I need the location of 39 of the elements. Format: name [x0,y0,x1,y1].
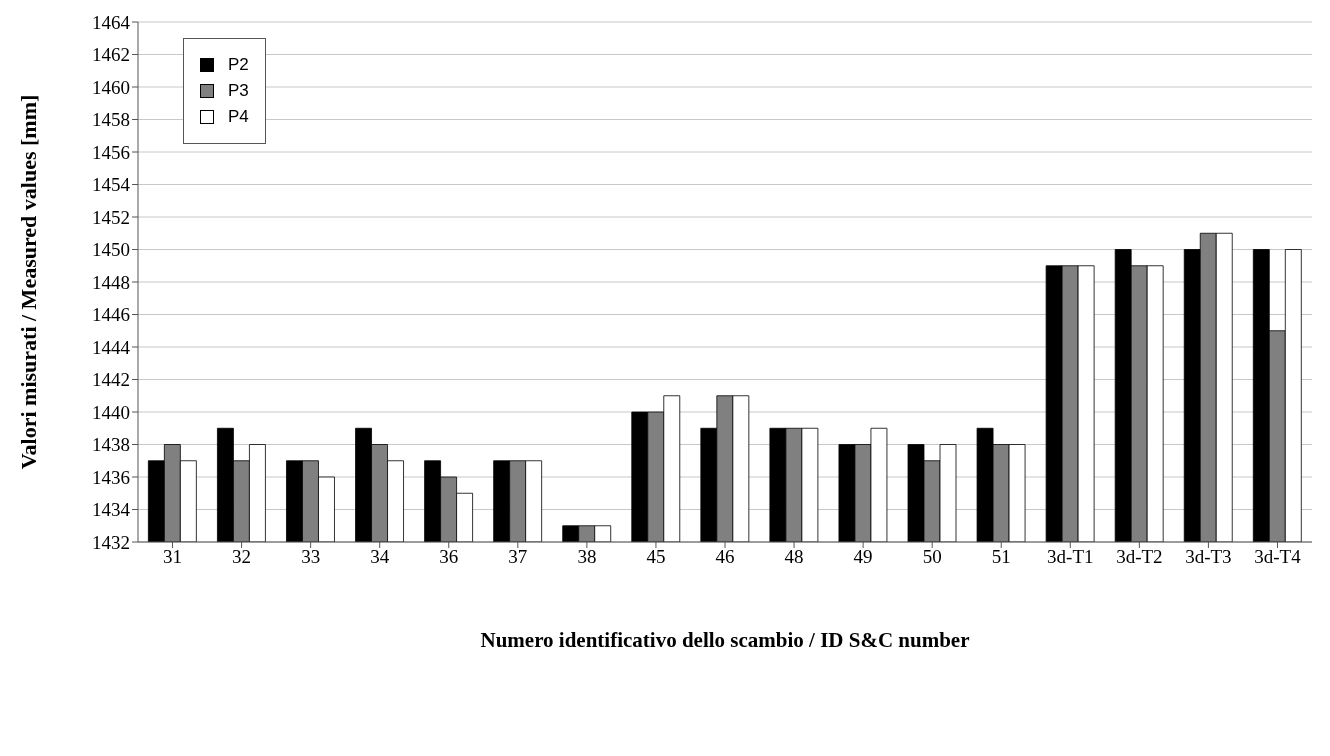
x-tick-label: 3d-T4 [1254,546,1302,568]
x-tick-label: 33 [301,546,321,568]
y-tick-label: 1454 [92,174,131,196]
y-tick-label: 1462 [92,44,130,66]
x-tick-label: 46 [715,546,735,568]
x-tick-label: 48 [784,546,804,568]
x-tick-label: 34 [370,546,390,568]
x-tick-label: 50 [922,546,942,568]
x-tick-label: 45 [646,546,666,568]
y-tick-label: 1444 [92,336,131,358]
x-tick-label: 49 [853,546,873,568]
x-tick-label: 3d-T3 [1185,546,1232,568]
x-axis-title: Numero identificativo dello scambio / ID S&C number [480,627,970,652]
y-tick-label: 1446 [92,304,130,326]
x-tick-label: 3d-T1 [1047,546,1094,568]
x-tick-label: 37 [508,546,528,568]
y-tick-label: 1448 [92,271,130,293]
y-tick-label: 1458 [92,109,130,131]
y-tick-label: 1456 [92,141,130,163]
y-tick-label: 1460 [92,76,130,98]
y-tick-label: 1442 [92,369,130,391]
x-tick-label: 36 [439,546,459,568]
x-tick-label: 38 [577,546,597,568]
y-tick-label: 1434 [92,499,131,521]
legend-label: P4 [228,107,249,127]
legend-label: P2 [228,55,249,75]
y-tick-label: 1452 [92,206,130,228]
legend-label: P3 [228,81,249,101]
y-axis-title: Valori misurati / Measured values [mm] [15,94,41,470]
y-tick-label: 1450 [92,239,130,261]
x-tick-label: 32 [232,546,252,568]
y-tick-label: 1464 [92,11,131,33]
y-tick-label: 1438 [92,434,130,456]
x-tick-label: 3d-T2 [1116,546,1163,568]
y-tick-label: 1432 [92,531,130,553]
x-tick-label: 31 [163,546,183,568]
x-tick-label: 51 [991,546,1011,568]
y-tick-label: 1436 [92,466,130,488]
y-tick-label: 1440 [92,401,130,423]
